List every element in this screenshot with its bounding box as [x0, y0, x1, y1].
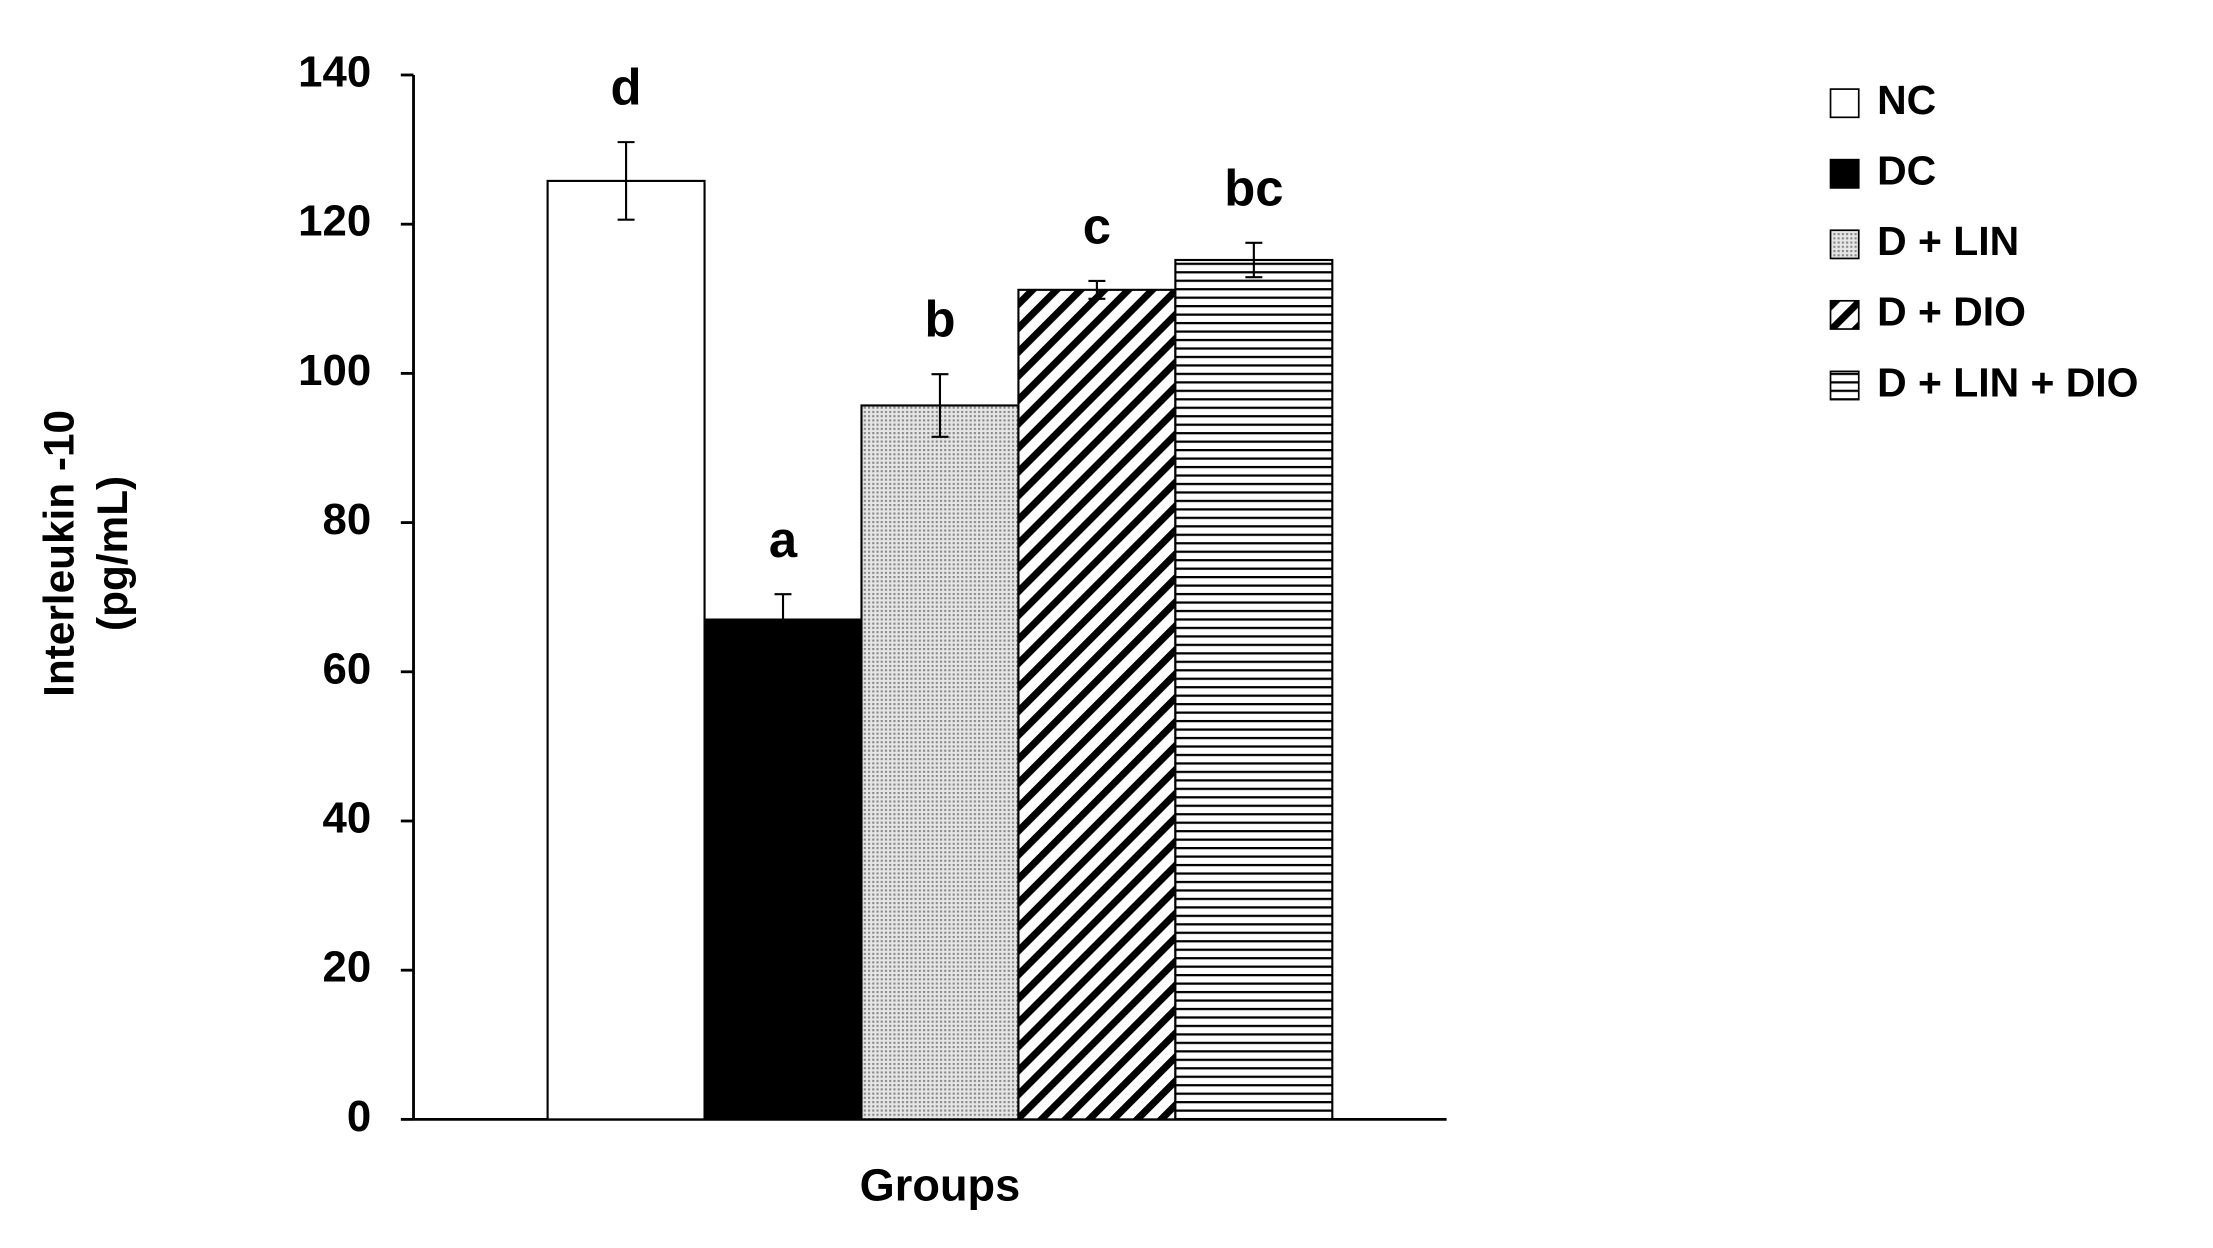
legend-label: D + LIN	[1877, 218, 2019, 264]
bar	[546, 179, 706, 1121]
y-tick-label: 100	[298, 346, 371, 395]
legend-swatch	[1829, 158, 1860, 189]
legend-label: DC	[1877, 148, 1936, 194]
bar	[860, 404, 1020, 1121]
significance-label: c	[1083, 197, 1111, 254]
y-tick-label: 0	[347, 1092, 371, 1141]
y-label-line: Interleukin -10	[35, 410, 82, 697]
y-tick-label: 40	[323, 794, 372, 843]
y-tick-label: 140	[298, 48, 371, 97]
y-label-line: (pg/mL)	[89, 476, 136, 631]
y-tick-label: 60	[323, 644, 372, 693]
significance-label: b	[924, 291, 955, 348]
significance-label: bc	[1224, 159, 1283, 216]
x-axis-title: Groups	[860, 1159, 1021, 1210]
y-axis-title: Interleukin -10 (pg/mL)	[35, 410, 136, 697]
bar	[1017, 288, 1177, 1121]
bar	[703, 618, 863, 1121]
legend-label: D + LIN + DIO	[1877, 359, 2138, 405]
legend-swatch	[1829, 299, 1860, 330]
legend-swatch	[1829, 370, 1860, 401]
legend-label: D + DIO	[1877, 289, 2026, 335]
legend-swatch	[1829, 229, 1860, 260]
significance-label: a	[769, 511, 798, 568]
legend-swatch	[1829, 88, 1860, 119]
y-tick-label: 120	[298, 197, 371, 246]
y-tick-label: 20	[323, 943, 372, 992]
significance-label: d	[611, 59, 642, 116]
legend-label: NC	[1877, 77, 1936, 123]
y-tick-label: 80	[323, 495, 372, 544]
bar	[1174, 258, 1334, 1121]
